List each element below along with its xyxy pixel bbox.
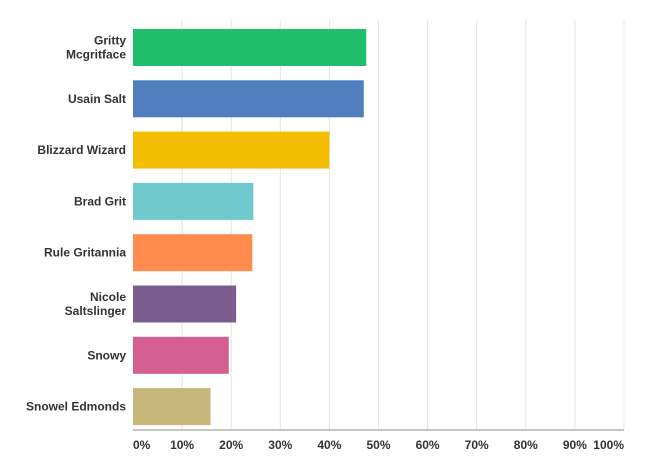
- x-tick-label-70: 70%: [465, 438, 489, 452]
- x-tick-label-100: 100%: [593, 438, 624, 452]
- bar-7: [133, 388, 211, 426]
- category-label-7: Snowel Edmonds: [26, 400, 126, 414]
- category-label-5: Nicole Saltslinger: [65, 290, 127, 318]
- bars: [133, 29, 367, 426]
- category-label-2: Blizzard Wizard: [37, 143, 126, 157]
- bar-4: [133, 234, 253, 272]
- x-tick-labels: 0% 10% 20% 30% 40% 50% 60% 70% 80% 90% 100%: [133, 438, 624, 452]
- x-tick-label-50: 50%: [366, 438, 390, 452]
- category-label-4: Rule Gritannia: [44, 246, 126, 260]
- bar-0: [133, 29, 367, 66]
- category-label-1: Usain Salt: [68, 92, 126, 106]
- x-tick-label-10: 10%: [170, 438, 194, 452]
- bar-2: [133, 131, 330, 169]
- x-tick-label-20: 20%: [219, 438, 243, 452]
- bar-5: [133, 285, 237, 323]
- x-tick-label-90: 90%: [563, 438, 587, 452]
- x-tick-label-60: 60%: [416, 438, 440, 452]
- x-tick-label-40: 40%: [317, 438, 341, 452]
- category-label-0: Gritty Mcgritface: [66, 34, 126, 62]
- x-tick-label-30: 30%: [268, 438, 292, 452]
- x-tick-label-0: 0%: [133, 438, 151, 452]
- x-tick-label-80: 80%: [514, 438, 538, 452]
- category-label-6: Snowy: [87, 348, 126, 362]
- category-label-3: Brad Grit: [74, 194, 126, 208]
- bar-6: [133, 336, 229, 374]
- category-labels: Gritty Mcgritface Usain Salt Blizzard Wizar…: [26, 34, 126, 414]
- bar-1: [133, 80, 364, 118]
- bar-3: [133, 182, 254, 220]
